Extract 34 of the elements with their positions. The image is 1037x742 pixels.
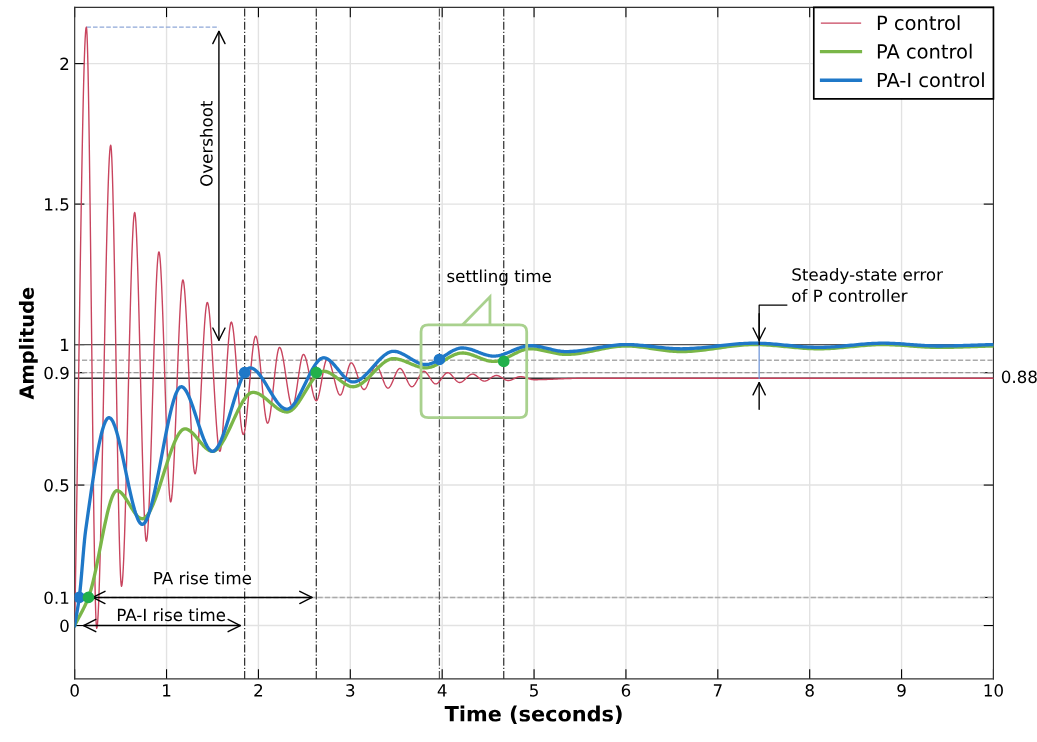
x-tick-label: 2 [254,684,263,697]
point [310,366,323,379]
y-tick-label: 1 [61,338,69,351]
point [433,353,446,366]
x-tick-label: 4 [437,684,447,697]
y-tick-label: 0.5 [44,479,69,492]
legend-label: P control [877,15,960,31]
x-tick-label: 6 [621,684,631,697]
legend-label: PA control [877,43,972,59]
point [238,366,251,379]
y-tick-label: 0 [60,619,69,633]
x-axis-title: Time (seconds) [444,705,622,725]
x-tick-label: 10 [984,684,1003,697]
x-tick-label: 8 [805,684,814,697]
legend-label: PA-I control [877,72,984,88]
annotation: PA-I rise time [117,608,226,622]
x-tick-label: 1 [163,684,171,697]
annotation: settling time [447,269,551,286]
x-tick-label: 9 [897,684,906,697]
point [497,355,510,368]
x-tick-label: 5 [530,684,538,697]
y-axis-title: Amplitude [18,287,38,400]
annotation: Overshoot [199,100,213,186]
point [82,591,95,604]
y-tick-label: 0.1 [44,591,69,605]
x-tick-label: 0 [70,684,79,697]
annotation: PA rise time [154,571,252,585]
ref-line-label: 0.88 [1001,370,1037,384]
annotation: Steady-state error of P controller [792,267,943,303]
x-tick-label: 7 [713,684,722,697]
x-tick-label: 3 [346,684,355,697]
y-tick-label: 0.9 [44,366,69,380]
y-tick-label: 2 [60,57,69,70]
y-tick-label: 1.5 [45,198,69,211]
